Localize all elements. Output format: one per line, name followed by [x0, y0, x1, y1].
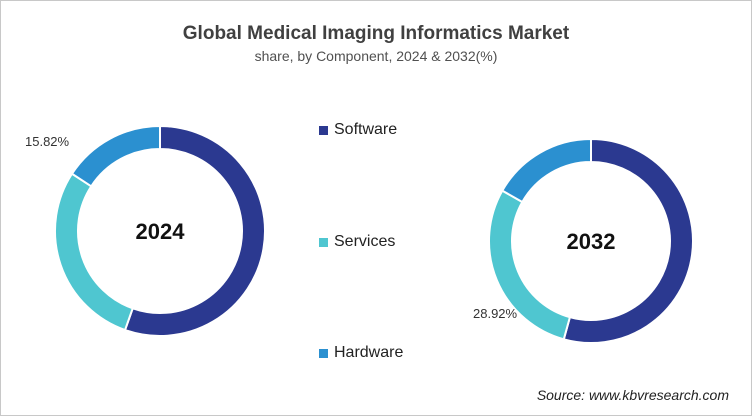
legend-label: Software — [334, 121, 398, 138]
donut-center-label-2032: 2032 — [567, 229, 616, 254]
legend-swatch-hardware — [319, 348, 328, 358]
donut-2024-slice-software — [123, 124, 266, 337]
donut-2032-slice-hardware — [500, 137, 592, 204]
legend-label: Hardware — [334, 344, 404, 361]
data-label-2032-services: 28.92% — [473, 306, 518, 321]
legend-item-services: Services — [319, 233, 395, 251]
donut-2032-slice-software — [562, 137, 694, 344]
donut-center-label-2024: 2024 — [136, 219, 186, 244]
legend-label: Services — [334, 233, 396, 250]
data-label-2024-hardware: 15.82% — [25, 134, 70, 149]
donut-2024-slice-hardware — [70, 124, 161, 188]
legend-swatch-software — [319, 125, 328, 135]
donut-2024-slice-services — [54, 172, 134, 332]
chart-subtitle: share, by Component, 2024 & 2032(%) — [254, 48, 498, 64]
legend-item-hardware: Hardware — [319, 344, 403, 362]
legend-swatch-services — [319, 237, 328, 247]
source-note: Source: www.kbvresearch.com — [536, 387, 729, 403]
legend-item-software: Software — [319, 121, 397, 139]
chart-title: Global Medical Imaging Informatics Marke… — [182, 23, 570, 44]
